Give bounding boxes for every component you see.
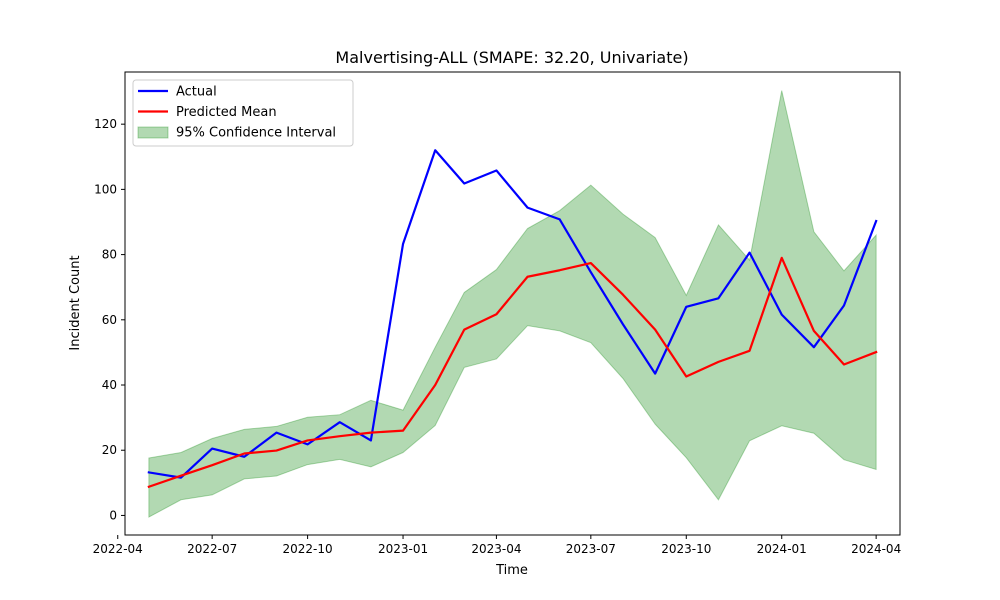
x-tick-label: 2024-04 <box>851 542 901 556</box>
legend-swatch-95-confidence-interval <box>137 126 169 139</box>
y-tick-label: 20 <box>102 443 117 457</box>
x-tick-label: 2023-07 <box>566 542 616 556</box>
y-tick-label: 40 <box>102 378 117 392</box>
plot-frame <box>124 71 901 536</box>
x-tick-label: 2023-10 <box>661 542 711 556</box>
x-tick-label: 2023-01 <box>378 542 428 556</box>
x-tick-label: 2022-04 <box>93 542 143 556</box>
y-tick-label: 0 <box>109 508 117 522</box>
series-line-actual <box>147 149 878 479</box>
x-tick-label: 2024-01 <box>757 542 807 556</box>
legend: Actual Predicted Mean 95% Confidence Inter… <box>132 79 354 147</box>
y-tick-label: 60 <box>102 313 117 327</box>
legend-label-actual: Actual <box>176 85 217 100</box>
y-tick-label: 120 <box>94 117 117 131</box>
plot-area <box>147 90 878 518</box>
legend-label-95-confidence-interval: 95% Confidence Interval <box>176 126 336 141</box>
legend-label-predicted-mean: Predicted Mean <box>176 105 277 120</box>
confidence-interval-band <box>148 90 877 518</box>
x-tick-label: 2023-04 <box>471 542 521 556</box>
x-axis-label: Time <box>495 563 528 578</box>
y-tick-label: 100 <box>94 182 117 196</box>
legend-box <box>132 79 354 147</box>
axes: 2022-04 2022-07 2022-10 2023-01 2023-04 2023-… <box>93 71 901 556</box>
chart-title: Malvertising-ALL (SMAPE: 32.20, Univaria… <box>335 48 688 67</box>
x-tick-label: 2022-07 <box>187 542 237 556</box>
y-tick-label: 80 <box>102 248 117 262</box>
y-axis-label: Incident Count <box>68 255 83 350</box>
x-tick-label: 2022-10 <box>283 542 333 556</box>
series-line-predicted-mean <box>147 256 878 489</box>
